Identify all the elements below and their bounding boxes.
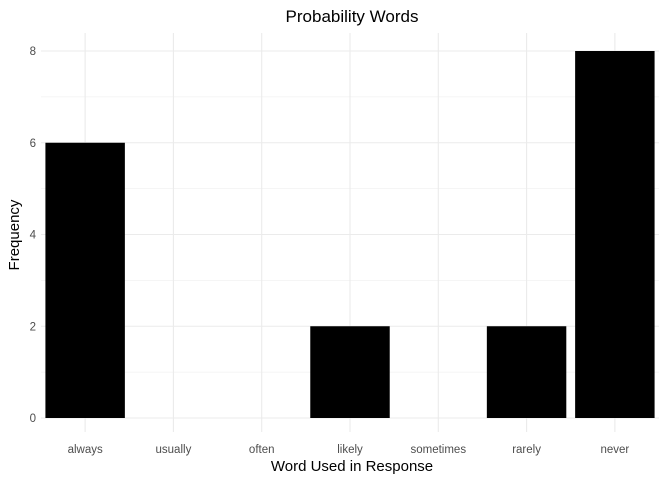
x-tick-label: sometimes [410, 444, 466, 456]
bar-likely [310, 326, 390, 418]
y-tick-label: 2 [30, 321, 36, 333]
bar-rarely [486, 326, 567, 418]
y-tick-label: 8 [30, 46, 36, 58]
bar-always [45, 142, 125, 418]
x-axis-label: Word Used in Response [271, 458, 433, 475]
y-axis-label: Frequency [6, 199, 23, 270]
x-tick-label: never [600, 444, 629, 456]
x-tick-label: likely [337, 444, 363, 456]
x-tick-label: often [249, 444, 275, 456]
chart-title: Probability Words [286, 7, 419, 26]
x-tick-label: usually [156, 444, 192, 456]
bars [45, 51, 655, 418]
x-tick-label: always [68, 444, 103, 456]
bar-never [575, 51, 655, 418]
y-tick-label: 6 [30, 138, 36, 150]
y-tick-labels: 0 2 4 6 8 [30, 46, 37, 425]
x-tick-labels: always usually often likely sometimes rarely n… [68, 444, 630, 456]
x-tick-label: rarely [512, 444, 541, 456]
y-tick-label: 0 [30, 413, 36, 425]
y-tick-label: 4 [30, 230, 37, 242]
